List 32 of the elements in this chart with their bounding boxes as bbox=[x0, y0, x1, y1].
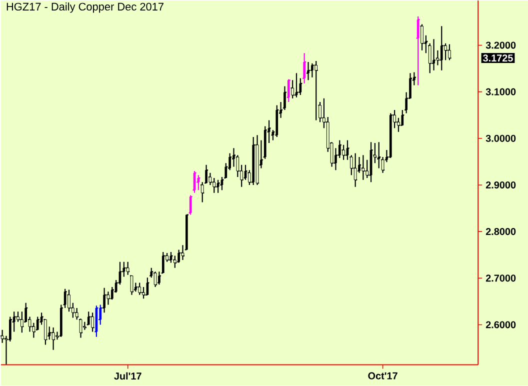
candlestick bbox=[303, 52, 306, 84]
candlestick bbox=[52, 327, 55, 351]
text: 3.1725 bbox=[483, 54, 513, 62]
candlestick bbox=[44, 319, 47, 346]
candlestick bbox=[91, 312, 94, 332]
y-tick-label: 2.7000 bbox=[486, 274, 516, 282]
candlestick bbox=[87, 311, 90, 326]
candlestick bbox=[154, 271, 157, 288]
x-tick-label: Oct'17 bbox=[368, 372, 398, 380]
chart-title: HGZ17 - Daily Copper Dec 2017 bbox=[6, 2, 164, 13]
candlestick bbox=[138, 282, 142, 296]
candlestick bbox=[189, 194, 192, 216]
candlestick bbox=[256, 134, 259, 186]
x-tick-label: Jul'17 bbox=[114, 372, 142, 380]
candlestick bbox=[60, 304, 62, 338]
candlestick bbox=[314, 60, 318, 121]
candlestick bbox=[362, 154, 365, 181]
candlestick bbox=[448, 44, 451, 61]
y-tick-label: 3.1000 bbox=[486, 88, 516, 96]
candlestick bbox=[420, 24, 424, 52]
candlestick bbox=[287, 78, 290, 103]
y-tick-label: 3.2000 bbox=[486, 42, 516, 49]
candlestick bbox=[130, 275, 134, 296]
y-tick-label: 2.6000 bbox=[486, 321, 516, 328]
candlestick bbox=[378, 142, 380, 169]
y-tick-label: 2.8000 bbox=[486, 228, 516, 236]
candlestick bbox=[416, 16, 420, 86]
candlestick bbox=[126, 261, 130, 276]
candlestick bbox=[252, 136, 255, 186]
y-tick-label: 2.9000 bbox=[486, 182, 516, 189]
y-tick-label: 3.0000 bbox=[486, 134, 516, 142]
candlestick bbox=[354, 152, 357, 188]
